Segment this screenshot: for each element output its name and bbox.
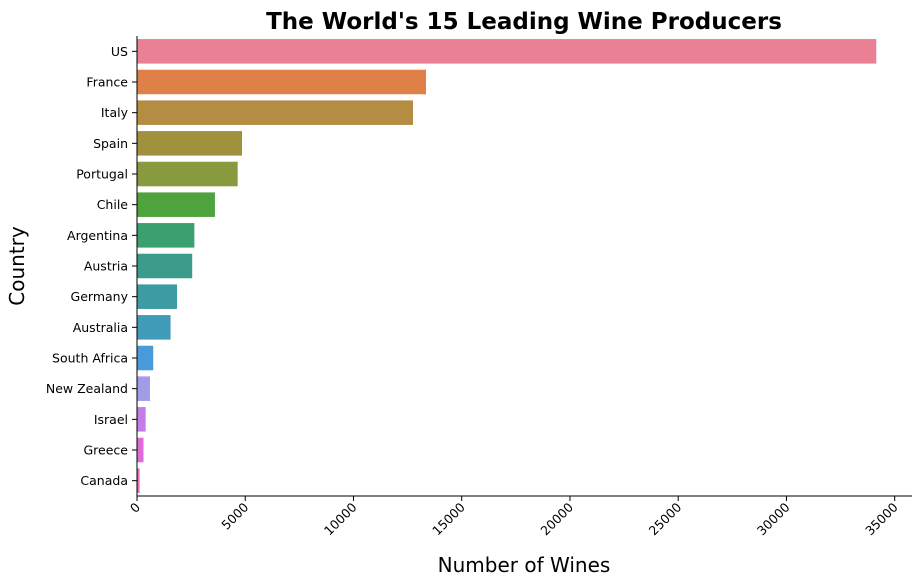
bar-israel [137,407,146,432]
y-tick-label: France [86,75,128,90]
y-tick-label: Austria [84,259,128,274]
y-tick-label: Germany [71,289,129,304]
bar-us [137,39,877,64]
bar-portugal [137,161,238,187]
bar-italy [137,100,414,125]
x-ticks-group: 0 5000 10000 15000 20000 25000 30000 35000 [127,496,901,538]
bar-france [137,69,427,95]
x-tick-label: 0 [127,499,143,515]
x-tick-label: 5000 [218,499,251,532]
chart-title: The World's 15 Leading Wine Producers [266,9,782,35]
x-tick-label: 25000 [646,499,685,538]
y-tick-label: New Zealand [46,381,128,396]
y-ticks-group: US France Italy Spain Portugal Chile Argentina… [46,44,137,488]
bar-argentina [137,223,195,248]
x-tick-label: 35000 [862,499,901,538]
bar-germany [137,284,178,309]
bar-australia [137,315,171,340]
y-tick-label: US [111,44,128,59]
y-tick-label: South Africa [52,351,128,366]
x-tick-label: 30000 [754,499,793,538]
x-tick-label: 20000 [537,499,576,538]
bar-greece [137,437,144,463]
y-tick-label: Greece [84,443,129,458]
bar-canada [137,468,140,493]
y-tick-label: Canada [80,473,128,488]
y-tick-label: Israel [94,412,128,427]
bars-group [137,39,877,493]
bar-austria [137,253,193,279]
bar-chile [137,192,215,217]
y-tick-label: Argentina [67,228,128,243]
x-tick-label: 10000 [321,499,360,538]
bar-south-africa [137,345,154,371]
bar-spain [137,131,242,156]
y-axis-title: Country [5,226,29,306]
x-tick-label: 15000 [429,499,468,538]
y-tick-label: Chile [97,197,129,212]
x-axis-title: Number of Wines [438,553,611,577]
bar-new-zealand [137,376,150,401]
y-tick-label: Australia [73,320,128,335]
y-tick-label: Portugal [76,167,128,182]
y-tick-label: Italy [101,105,129,120]
y-tick-label: Spain [93,136,128,151]
